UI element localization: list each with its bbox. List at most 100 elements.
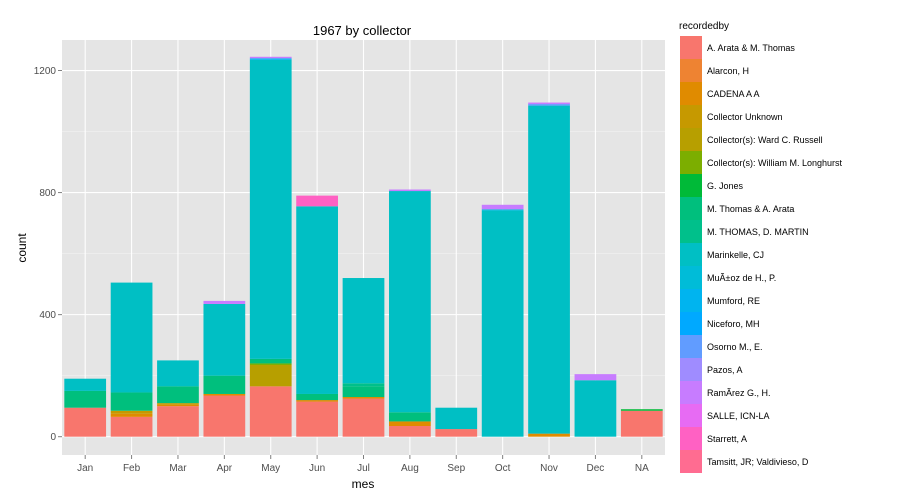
x-tick-label: May [261,463,280,474]
legend-label: Collector(s): William M. Longhurst [707,158,843,168]
y-axis-ticks: 0 400 800 1200 [34,66,62,443]
legend-key [680,174,702,197]
bar-segment [389,412,431,422]
bar-segment [389,189,431,192]
bar-segment [435,407,478,430]
legend-key [680,220,702,243]
legend-label: Collector Unknown [707,112,783,122]
bar-segment [249,58,292,60]
bar-segment [110,416,153,437]
y-axis-title: count [15,233,29,263]
bar-segment [157,406,199,437]
legend-key [680,243,702,266]
bar-segment [342,397,385,399]
bar-segment [249,386,292,437]
legend: recordedby A. Arata & M. Thomas Alarcon, … [679,21,843,473]
x-tick-label: Apr [217,463,233,474]
legend-label: M. THOMAS, D. MARTIN [707,227,809,237]
bar-segment [528,105,570,434]
bar-segment [64,390,107,408]
legend-label: Alarcon, H [707,66,749,76]
bar-segment [157,360,199,387]
bar-segment [342,386,385,398]
bar-segment [296,195,338,207]
legend-key [680,427,702,450]
bar-segment [481,210,524,437]
x-tick-label: Dec [587,463,605,474]
bar-segment [528,104,570,106]
legend-key [680,312,702,335]
x-tick-label: Nov [540,463,558,474]
x-tick-label: Jun [309,463,325,474]
bar-segment [203,395,246,437]
legend-label: MuÃ±oz de H., P. [707,273,776,283]
bar-segment [528,433,570,437]
bar-segment [203,303,246,376]
legend-key [680,151,702,174]
bar-segment [249,56,292,59]
bar-segment [296,393,338,401]
bars [64,56,663,437]
bar-segment [203,300,246,304]
y-tick-label: 800 [39,188,56,199]
bar-segment [249,364,292,387]
bar-segment [342,278,385,384]
legend-label: Marinkelle, CJ [707,250,764,260]
x-tick-label: Sep [447,463,465,474]
x-tick-label: Aug [401,463,419,474]
legend-key [680,404,702,427]
chart-title: 1967 by collector [313,23,412,38]
legend-key [680,335,702,358]
x-tick-label: Feb [123,463,141,474]
bar-segment [620,409,663,411]
y-tick-label: 0 [50,432,56,443]
x-axis-ticks: Jan Feb Mar Apr May Jun Jul Aug Sep Oct Nov Dec NA [77,455,649,474]
bar-segment [296,401,338,437]
bar-segment [249,358,292,364]
y-tick-label: 1200 [34,66,57,77]
bar-segment [157,403,199,405]
legend-key [680,36,702,59]
bar-segment [342,383,385,387]
x-tick-label: Jul [357,463,370,474]
legend-label: Collector(s): Ward C. Russell [707,135,823,145]
legend-key [680,105,702,128]
bar-segment [620,410,663,437]
x-tick-label: NA [635,463,649,474]
bar-segment [110,282,153,393]
legend-label: M. Thomas & A. Arata [707,204,794,214]
legend-label: Mumford, RE [707,296,760,306]
legend-key [680,197,702,220]
bar-segment [528,102,570,105]
legend-label: Osorno M., E. [707,342,763,352]
legend-label: CADENA A A [707,89,760,99]
legend-key [680,266,702,289]
bar-segment [157,386,199,404]
bar-segment [249,363,292,365]
legend-key [680,59,702,82]
bar-segment [296,400,338,402]
legend-key [680,128,702,151]
bar-segment [203,375,246,394]
bar-segment [296,206,338,394]
x-tick-label: Jan [77,463,93,474]
bar-segment [574,374,617,381]
bar-segment [64,407,107,437]
legend-label: Pazos, A [707,365,743,375]
legend-key [680,289,702,312]
x-tick-label: Mar [169,463,187,474]
legend-label: Tamsitt, JR; Valdivieso, D [707,457,809,467]
bar-segment [203,393,246,396]
legend-label: Niceforo, MH [707,319,760,329]
bar-segment [110,392,153,411]
legend-key [680,358,702,381]
legend-key [680,450,702,473]
bar-segment [481,204,524,210]
legend-label: RamÃ­rez G., H. [707,388,771,398]
legend-label: SALLE, ICN-LA [707,411,770,421]
legend-title: recordedby [679,21,729,32]
legend-label: G. Jones [707,181,744,191]
bar-segment [481,209,524,211]
x-axis-title: mes [352,477,375,491]
